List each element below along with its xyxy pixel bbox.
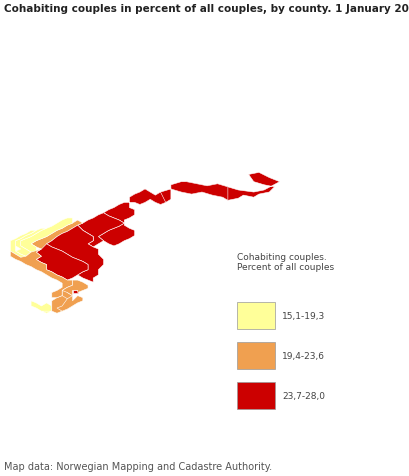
Polygon shape <box>129 182 227 205</box>
Polygon shape <box>21 218 72 255</box>
Text: Map data: Norwegian Mapping and Cadastre Authority.: Map data: Norwegian Mapping and Cadastre… <box>4 461 272 471</box>
Polygon shape <box>10 231 36 262</box>
Polygon shape <box>31 301 52 314</box>
Bar <box>236 382 274 409</box>
Polygon shape <box>62 286 72 301</box>
Polygon shape <box>98 189 165 247</box>
Polygon shape <box>31 220 88 260</box>
Polygon shape <box>41 303 72 314</box>
Bar <box>236 302 274 329</box>
Polygon shape <box>57 296 83 311</box>
Polygon shape <box>10 249 72 298</box>
Polygon shape <box>171 173 279 201</box>
Text: 19,4-23,6: 19,4-23,6 <box>281 351 324 360</box>
Polygon shape <box>36 244 88 280</box>
Text: 15,1-19,3: 15,1-19,3 <box>281 311 324 320</box>
Polygon shape <box>77 213 124 248</box>
Text: Cohabiting couples.
Percent of all couples: Cohabiting couples. Percent of all coupl… <box>236 252 333 272</box>
Bar <box>236 342 274 369</box>
Polygon shape <box>72 291 77 293</box>
Polygon shape <box>57 226 93 255</box>
Text: Cohabiting couples in percent of all couples, by county. 1 January 2008: Cohabiting couples in percent of all cou… <box>4 4 409 13</box>
Text: 23,7-28,0: 23,7-28,0 <box>281 391 324 400</box>
Polygon shape <box>47 226 103 283</box>
Polygon shape <box>52 293 72 314</box>
Polygon shape <box>16 229 47 257</box>
Polygon shape <box>62 280 88 296</box>
